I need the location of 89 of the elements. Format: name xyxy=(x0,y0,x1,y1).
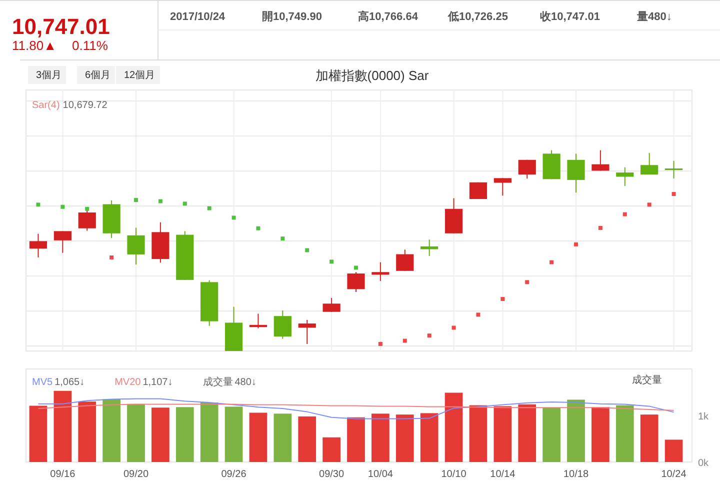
point xyxy=(182,202,187,206)
point xyxy=(85,206,90,211)
series-label: MV20 xyxy=(114,377,142,388)
point xyxy=(525,280,530,284)
point xyxy=(36,202,40,207)
point xyxy=(500,297,505,301)
bar xyxy=(518,404,536,462)
text: 低10,726.25 xyxy=(447,11,508,23)
bar xyxy=(78,402,96,462)
bar xyxy=(592,407,610,462)
bar xyxy=(224,406,243,462)
bar xyxy=(274,414,292,462)
bar xyxy=(616,405,634,462)
x-tick-label: 09/30 xyxy=(319,469,345,480)
point xyxy=(672,192,676,196)
point xyxy=(134,198,138,202)
bar xyxy=(372,414,390,462)
x-tick-label: 10/10 xyxy=(441,469,467,480)
bar xyxy=(542,408,560,462)
x-tick-label: 10/18 xyxy=(563,469,589,480)
bar xyxy=(494,406,512,462)
bar xyxy=(444,392,463,462)
point xyxy=(452,326,456,330)
bar xyxy=(396,414,414,462)
bar xyxy=(102,399,120,462)
line-series xyxy=(38,404,674,411)
point xyxy=(330,260,334,264)
point xyxy=(110,255,114,260)
point xyxy=(622,212,627,216)
bar xyxy=(664,440,683,462)
point xyxy=(427,334,432,338)
text: 收10,747.01 xyxy=(540,11,600,23)
annotation: 1,065↓ xyxy=(54,377,85,388)
text: 開10,749.90 xyxy=(262,11,322,23)
bar xyxy=(152,408,170,462)
bar xyxy=(420,413,438,462)
point xyxy=(60,204,65,209)
bar xyxy=(322,437,340,462)
chart-title: 加權指數(0000) Sar xyxy=(315,68,430,83)
y-tick-label: 0k xyxy=(698,458,710,469)
text: 2017/10/24 xyxy=(170,11,226,23)
point xyxy=(280,236,285,241)
bar xyxy=(567,400,585,462)
x-tick-label: 09/20 xyxy=(123,469,149,480)
text: 10,747.01 xyxy=(12,14,110,39)
bar xyxy=(54,390,72,462)
x-tick-label: 10/14 xyxy=(490,469,516,480)
point xyxy=(647,202,652,207)
series-label: MV5 xyxy=(32,377,53,388)
point xyxy=(256,226,260,230)
text: 12個月 xyxy=(124,70,156,81)
bar xyxy=(200,402,218,462)
text: 6個月 xyxy=(85,70,111,81)
bar xyxy=(469,405,488,462)
text: 量480↓ xyxy=(636,11,672,23)
point xyxy=(550,260,554,264)
bar xyxy=(249,412,268,462)
y-tick-label: 1k xyxy=(698,412,710,422)
text: 0.11% xyxy=(72,38,108,53)
x-tick-label: 10/04 xyxy=(368,469,394,480)
bar xyxy=(640,414,658,462)
point xyxy=(574,242,578,246)
x-tick-label: 09/16 xyxy=(50,469,76,480)
x-tick-label: 10/24 xyxy=(661,469,687,480)
x-tick-label: 09/26 xyxy=(221,469,247,480)
bar xyxy=(298,416,316,462)
point xyxy=(598,226,602,230)
text: 高10,766.64 xyxy=(358,10,419,23)
point xyxy=(158,199,162,204)
point xyxy=(378,342,382,346)
point xyxy=(476,312,480,317)
text: 3個月 xyxy=(36,70,62,81)
text: 11.80▲ xyxy=(12,38,56,53)
point xyxy=(305,248,310,252)
bar xyxy=(176,407,194,462)
point xyxy=(402,338,407,343)
point xyxy=(207,206,212,210)
point xyxy=(354,266,358,270)
series-label: 成交量 xyxy=(202,376,233,388)
point xyxy=(232,216,236,220)
bar xyxy=(127,404,145,462)
bar xyxy=(29,406,48,462)
annotation: 1,107↓ xyxy=(142,377,173,388)
bar xyxy=(347,417,365,462)
y-axis-title: 成交量 xyxy=(632,374,662,386)
text: Sar(4) xyxy=(32,100,60,111)
line-series xyxy=(38,398,674,420)
text: 10,679.72 xyxy=(62,100,108,111)
annotation: 480↓ xyxy=(234,377,256,388)
